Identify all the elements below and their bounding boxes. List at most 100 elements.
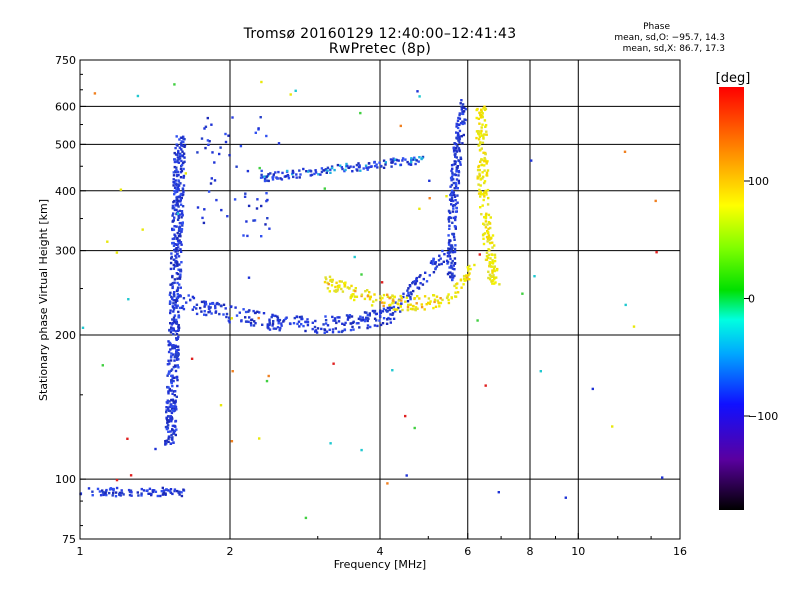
o-mode-point	[169, 415, 173, 418]
o-mode-point	[171, 275, 174, 279]
o-mode-point	[399, 163, 403, 166]
o-mode-point	[176, 231, 179, 235]
x-mode-point	[478, 135, 481, 138]
o-mode-point	[382, 166, 386, 169]
o-mode-point	[449, 216, 453, 220]
o-mode-point	[164, 492, 167, 495]
o-mode-point	[324, 322, 328, 325]
o-mode-point	[373, 164, 377, 168]
o-mode-point	[195, 303, 199, 306]
noise-point	[654, 199, 657, 203]
o-mode-point	[256, 198, 259, 201]
o-mode-point	[174, 352, 178, 356]
o-mode-point	[173, 359, 176, 362]
o-mode-point	[235, 165, 238, 168]
o-mode-point	[279, 177, 282, 180]
x-mode-point	[447, 301, 451, 305]
x-mode-point	[429, 300, 432, 303]
noise-point	[428, 197, 431, 200]
o-mode-point	[356, 169, 359, 172]
o-mode-point	[226, 215, 229, 218]
o-mode-point	[176, 354, 179, 358]
o-mode-point	[347, 314, 350, 318]
o-mode-point	[453, 274, 456, 278]
o-mode-point	[376, 166, 379, 169]
o-mode-point	[171, 384, 174, 388]
o-mode-point	[271, 322, 275, 325]
o-mode-point	[453, 142, 456, 145]
o-mode-point	[439, 257, 442, 260]
o-mode-point	[170, 398, 173, 402]
o-mode-point	[350, 315, 354, 318]
o-mode-point	[166, 418, 169, 422]
o-mode-point	[179, 167, 183, 171]
o-mode-point	[313, 325, 317, 329]
o-mode-point	[171, 409, 175, 412]
o-mode-point	[172, 200, 175, 204]
x-mode-point	[382, 304, 385, 308]
x-mode-point	[355, 295, 359, 298]
o-mode-point	[174, 179, 177, 182]
x-mode-point	[483, 108, 487, 112]
o-mode-point	[343, 323, 346, 326]
o-mode-point	[174, 235, 177, 238]
o-mode-point	[140, 494, 143, 497]
o-mode-point	[231, 116, 234, 119]
o-mode-point	[182, 176, 185, 179]
o-mode-point	[176, 345, 180, 348]
o-mode-point	[180, 228, 184, 231]
o-mode-point	[177, 205, 180, 208]
x-mode-point	[391, 294, 394, 297]
o-mode-point	[173, 281, 176, 284]
x-mode-point	[360, 293, 364, 296]
x-mode-point	[394, 308, 397, 311]
o-mode-point	[269, 172, 272, 175]
o-mode-point	[281, 171, 284, 175]
o-mode-point	[314, 329, 317, 332]
x-mode-point	[468, 278, 471, 281]
o-mode-point	[305, 170, 308, 173]
x-mode-point	[478, 168, 481, 172]
noise-point	[632, 325, 636, 328]
o-mode-point	[421, 283, 425, 286]
noise-point	[399, 124, 402, 128]
o-mode-point	[359, 169, 362, 172]
o-mode-point	[181, 224, 184, 227]
o-mode-point	[176, 249, 179, 252]
o-mode-point	[224, 132, 227, 136]
o-mode-point	[311, 327, 314, 331]
o-mode-point	[112, 487, 115, 491]
o-mode-point	[168, 400, 171, 403]
o-mode-point	[458, 117, 462, 120]
o-mode-point	[452, 163, 455, 166]
x-mode-point	[481, 177, 484, 180]
x-mode-point	[478, 188, 481, 192]
o-mode-point	[114, 491, 118, 494]
o-mode-point	[407, 287, 410, 290]
o-mode-point	[454, 244, 457, 247]
o-mode-point	[176, 272, 180, 276]
o-mode-point	[248, 316, 251, 319]
o-mode-point	[170, 257, 173, 260]
noise-point	[530, 159, 533, 162]
x-mode-point	[489, 275, 492, 278]
o-mode-point	[344, 321, 347, 325]
o-mode-point	[174, 369, 178, 373]
o-mode-point	[457, 179, 460, 183]
o-mode-point	[450, 203, 453, 206]
o-mode-point	[451, 221, 454, 224]
o-mode-point	[227, 134, 230, 137]
o-mode-point	[167, 350, 171, 354]
o-mode-point	[169, 301, 172, 304]
o-mode-point	[260, 235, 263, 238]
o-mode-point	[177, 295, 181, 298]
o-mode-point	[225, 312, 229, 316]
x-mode-point	[351, 293, 354, 296]
o-mode-point	[434, 266, 437, 270]
o-mode-point	[175, 348, 178, 352]
x-mode-point	[465, 276, 469, 279]
o-mode-point	[170, 379, 174, 382]
o-mode-point	[274, 171, 277, 174]
o-mode-point	[380, 165, 383, 168]
o-mode-point	[362, 167, 365, 170]
